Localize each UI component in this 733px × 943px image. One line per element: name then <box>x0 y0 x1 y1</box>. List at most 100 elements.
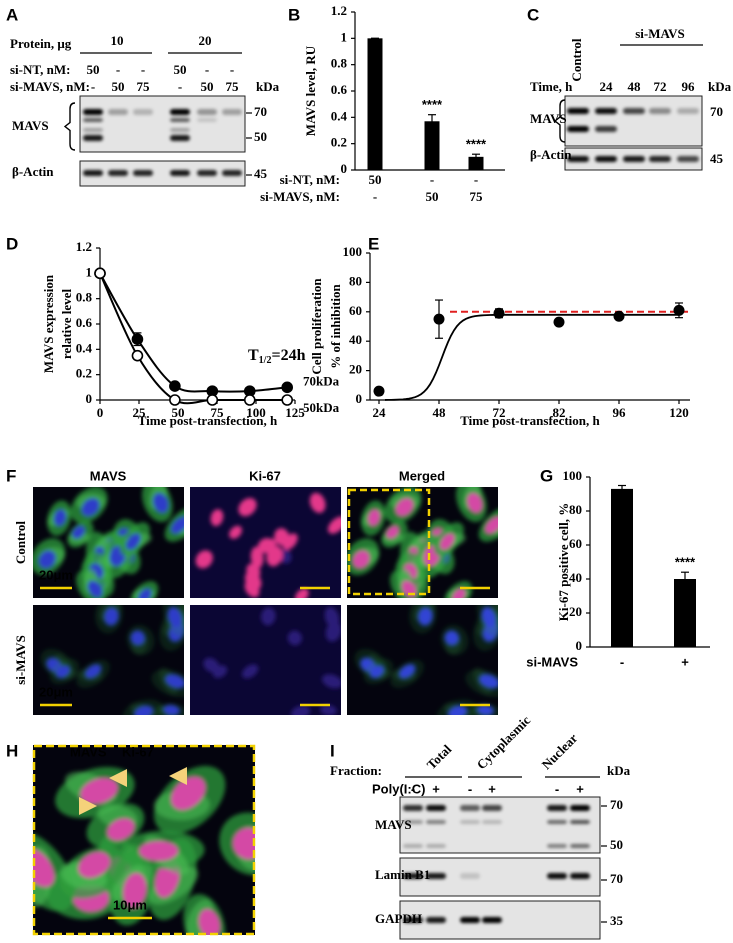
blot-bands <box>403 917 502 923</box>
nucleus <box>195 550 213 569</box>
fraction-name: Nuclear <box>539 730 581 772</box>
annotation-part: =24h <box>271 347 305 364</box>
nucleus <box>106 818 135 841</box>
nucleus <box>81 497 100 517</box>
category-row-value: 50 <box>369 172 382 187</box>
row-value: 50 <box>174 62 187 77</box>
brace <box>553 99 566 143</box>
row-value: - <box>141 62 145 77</box>
panel-letter: B <box>288 5 300 24</box>
marker <box>673 304 685 316</box>
category-row-label: si-MAVS, nM: <box>260 189 340 204</box>
x-tick-label: 25 <box>133 405 147 420</box>
micrograph <box>190 487 341 598</box>
y-tick-label: 0.2 <box>331 135 347 150</box>
y-tick-label: 1.2 <box>76 239 92 254</box>
y-tick-label: 40 <box>569 570 582 585</box>
nucleus <box>163 705 180 715</box>
band <box>83 118 103 122</box>
band <box>403 820 423 824</box>
kda-marker: 35 <box>610 913 624 928</box>
scale-bar-label: 20μm <box>39 567 73 582</box>
protein-label: Protein, μg <box>10 36 72 51</box>
marker <box>281 381 294 394</box>
panel-letter: C <box>527 5 539 24</box>
x-tick-label: 48 <box>433 405 447 420</box>
blot-bands <box>83 170 242 176</box>
band <box>570 873 590 879</box>
brace <box>63 102 76 151</box>
blot-label: β-Actin <box>12 164 54 179</box>
category-row-value: 50 <box>426 189 439 204</box>
annotation-part: 1/2 <box>259 355 272 366</box>
band <box>547 820 567 824</box>
y-tick-label: 0.4 <box>331 108 348 123</box>
fraction-name: Cytoplasmic <box>474 712 534 772</box>
annotation: T1/2=24h <box>248 347 306 367</box>
nucleus <box>244 580 260 598</box>
band <box>623 108 645 114</box>
nucleus <box>447 705 468 715</box>
nucleus <box>324 607 340 628</box>
row-label: si-MAVS, nM: <box>10 79 90 94</box>
marker <box>281 394 294 406</box>
series-name: 70kDa <box>303 373 340 388</box>
bar <box>468 156 484 170</box>
blot-background <box>564 95 703 147</box>
y-tick-label: 80 <box>349 273 362 288</box>
band <box>570 805 590 811</box>
significance: **** <box>422 97 443 112</box>
micrograph <box>190 605 341 715</box>
bar <box>674 579 696 647</box>
panel-letter: E <box>368 234 379 253</box>
row-value: - <box>116 62 120 77</box>
band <box>222 170 242 176</box>
nucleus <box>133 705 154 715</box>
nucleus <box>439 533 455 550</box>
nucleus <box>212 665 228 678</box>
y-tick-label: 1 <box>341 29 348 44</box>
micrograph <box>33 487 184 598</box>
nucleus <box>170 516 184 534</box>
band <box>403 873 423 879</box>
kda-marker: 50 <box>254 129 267 144</box>
fit-curve <box>384 313 679 401</box>
band <box>83 109 103 115</box>
category-row-value: + <box>681 654 689 669</box>
kda-marker: 70 <box>610 871 623 886</box>
panel-letter: I <box>330 741 335 760</box>
category-row-label: si-MAVS <box>526 654 578 669</box>
blot-label: MAVS <box>530 111 567 126</box>
series-name: 50kDa <box>303 400 340 415</box>
y-tick-label: 60 <box>569 536 582 551</box>
nucleus <box>367 509 381 527</box>
kda-marker: 70 <box>610 797 623 812</box>
row-value: - <box>205 62 209 77</box>
annotation-part: T <box>248 347 259 364</box>
marker <box>613 310 625 322</box>
nucleus <box>266 545 283 567</box>
nucleus <box>53 509 67 527</box>
band <box>403 805 423 811</box>
nucleus <box>282 533 298 550</box>
y-tick-label: 0.6 <box>331 82 348 97</box>
y-tick-label: 1 <box>86 264 93 279</box>
nucleus <box>322 674 341 689</box>
zoom-box <box>347 488 431 596</box>
row-value: - <box>178 79 182 94</box>
nucleus <box>399 664 416 679</box>
marker <box>373 385 385 397</box>
control-label: Control <box>569 38 584 81</box>
blot-bands <box>567 156 699 162</box>
band <box>677 156 699 162</box>
marker <box>493 307 505 319</box>
band <box>677 108 699 114</box>
band <box>222 109 242 115</box>
x-tick-label: 96 <box>613 405 627 420</box>
nucleus <box>479 674 498 689</box>
kda-label: kDa <box>708 79 732 94</box>
band <box>426 820 446 824</box>
blot-bands <box>567 108 699 132</box>
nucleus <box>250 546 264 569</box>
